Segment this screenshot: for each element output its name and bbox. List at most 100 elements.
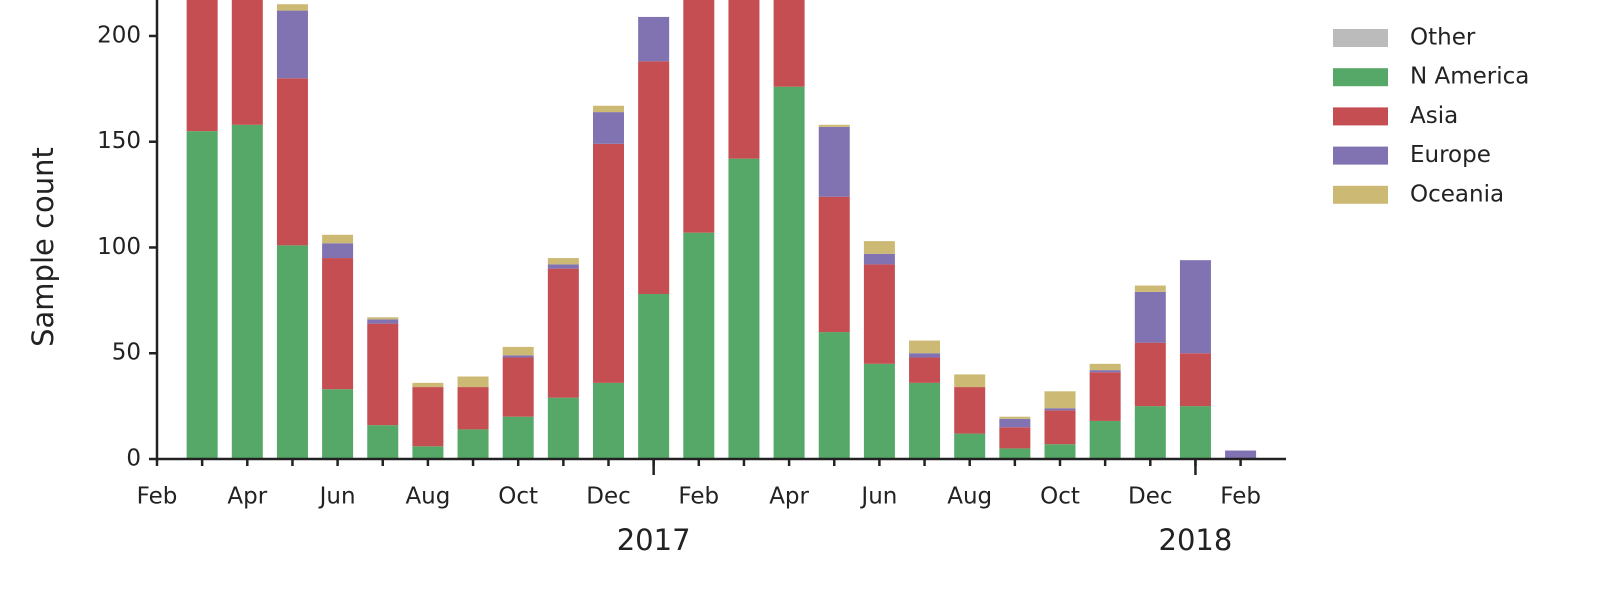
bar-segment (1089, 420, 1121, 459)
bar-segment (1044, 408, 1076, 411)
bar-segment (276, 4, 308, 11)
bar-segment (457, 429, 489, 459)
y-tick-label: 50 (112, 340, 141, 366)
bar-segment (863, 241, 895, 254)
x-tick-label: Aug (405, 484, 450, 510)
bar-segment (457, 376, 489, 388)
bar-segment (412, 387, 444, 447)
bar-segment (1044, 410, 1076, 445)
year-label: 2018 (1159, 523, 1233, 557)
bar-segment (818, 332, 850, 459)
bar-segment (322, 234, 354, 244)
legend-swatch (1333, 68, 1388, 87)
legend-label: Asia (1410, 103, 1458, 129)
bar-segment (593, 112, 624, 144)
bar-segment (999, 418, 1031, 428)
bar-segment (818, 126, 850, 197)
bar-segment (1179, 406, 1211, 459)
bar-segment (909, 340, 941, 354)
bar-segment (1089, 370, 1121, 373)
bar-segment (818, 196, 850, 333)
legend-swatch (1333, 107, 1388, 126)
x-tick-label: Feb (678, 484, 719, 510)
x-tick-label: Aug (947, 484, 992, 510)
bar-segment (1089, 363, 1121, 371)
bar-segment (547, 268, 579, 398)
bar-segment (683, 232, 715, 459)
bar-segment (909, 382, 941, 459)
bar-segment (276, 10, 308, 79)
bar-segment (683, 0, 715, 233)
legend-swatch (1333, 146, 1388, 165)
legend-label: N America (1410, 64, 1529, 90)
bar-segment (638, 16, 670, 62)
bar-segment (547, 264, 579, 269)
legend-swatch (1333, 29, 1388, 47)
x-tick-label: Dec (1128, 484, 1173, 510)
bar-segment (231, 124, 263, 459)
bar-segment (322, 243, 354, 259)
bar-segment (1179, 260, 1211, 354)
bar-segment (186, 131, 218, 459)
bars (186, 0, 1257, 459)
y-tick-label: 0 (126, 446, 141, 472)
bar-segment (999, 427, 1031, 449)
bar-segment (638, 294, 670, 459)
bar-segment (502, 416, 534, 459)
bar-segment (909, 353, 941, 358)
bar-segment (1089, 372, 1121, 421)
y-tick-label: 150 (97, 128, 141, 154)
bar-segment (863, 253, 895, 265)
bar-segment (909, 357, 941, 383)
bar-segment (502, 357, 534, 417)
y-axis-label: Sample count (26, 147, 60, 347)
bar-segment (728, 158, 760, 459)
bar-segment (457, 387, 489, 430)
bar-segment (999, 416, 1031, 419)
bar-segment (412, 446, 444, 459)
bar-segment (863, 264, 895, 364)
bar-segment (322, 258, 354, 390)
bar-segment (593, 105, 624, 113)
legend-label: Other (1410, 25, 1476, 51)
bar-segment (186, 0, 218, 132)
x-tick-label: Apr (227, 484, 267, 510)
bar-segment (593, 143, 624, 383)
legend-label: Oceania (1410, 181, 1504, 207)
bar-segment (502, 355, 534, 358)
x-tick-label: Jun (318, 484, 356, 510)
bar-segment (1134, 291, 1166, 343)
bar-segment (863, 363, 895, 459)
bar-segment (547, 397, 579, 459)
x-tick-label: Jun (859, 484, 897, 510)
bar-segment (773, 86, 805, 459)
bar-segment (1179, 353, 1211, 407)
y-tick-label: 200 (97, 22, 141, 48)
bar-segment (367, 319, 399, 324)
bar-segment (276, 245, 308, 459)
bar-segment (728, 0, 760, 159)
year-label: 2017 (617, 523, 691, 557)
bar-segment (593, 382, 624, 459)
bar-segment (638, 61, 670, 295)
x-tick-label: Oct (498, 484, 538, 510)
x-tick-label: Feb (137, 484, 178, 510)
bar-segment (1134, 285, 1166, 292)
x-tick-label: Apr (769, 484, 809, 510)
legend-swatch (1333, 185, 1388, 204)
x-tick-label: Oct (1040, 484, 1080, 510)
bar-segment (502, 346, 534, 356)
bar-segment (818, 124, 850, 127)
bar-segment (954, 433, 986, 459)
bar-segment (231, 0, 263, 125)
legend-label: Europe (1410, 142, 1491, 168)
bar-segment (322, 389, 354, 459)
bar-segment (773, 0, 805, 87)
bar-segment (999, 448, 1031, 459)
bar-segment (1044, 444, 1076, 459)
x-tick-label: Feb (1220, 484, 1261, 510)
bar-segment (367, 425, 399, 459)
bar-segment (367, 323, 399, 426)
bar-segment (276, 78, 308, 246)
